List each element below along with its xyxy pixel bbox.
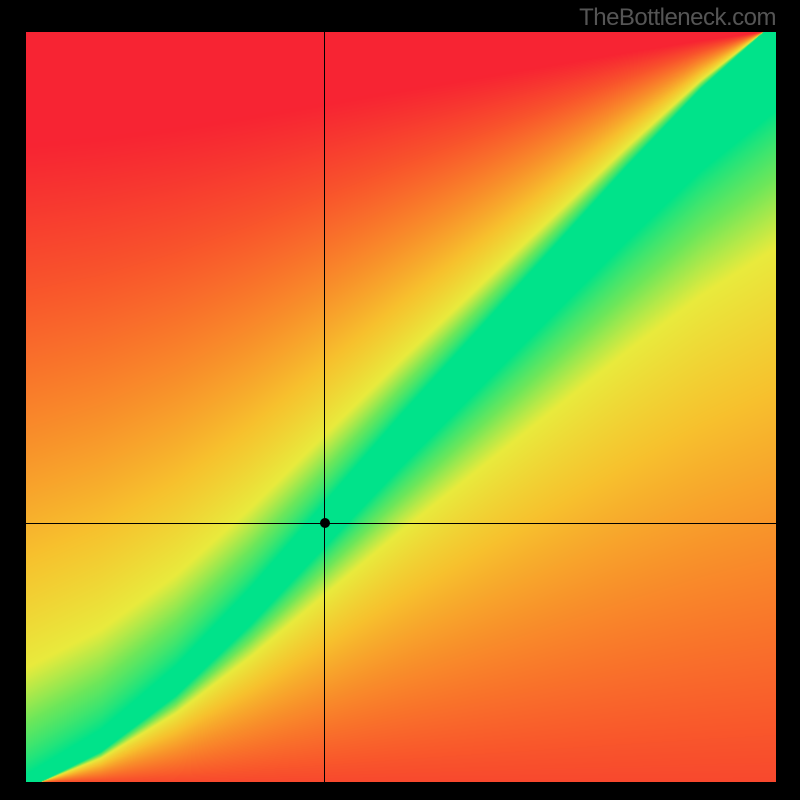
heatmap-plot bbox=[26, 32, 776, 782]
chart-container: TheBottleneck.com bbox=[0, 0, 800, 800]
crosshair-vertical bbox=[324, 32, 325, 782]
marker-dot bbox=[320, 518, 330, 528]
watermark-text: TheBottleneck.com bbox=[579, 4, 776, 32]
crosshair-horizontal bbox=[26, 523, 776, 524]
heatmap-canvas bbox=[26, 32, 776, 782]
